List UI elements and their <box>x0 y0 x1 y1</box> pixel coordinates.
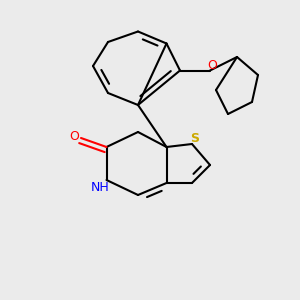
Text: O: O <box>70 130 79 143</box>
Text: NH: NH <box>91 181 110 194</box>
Text: S: S <box>190 132 199 145</box>
Text: O: O <box>208 58 217 72</box>
